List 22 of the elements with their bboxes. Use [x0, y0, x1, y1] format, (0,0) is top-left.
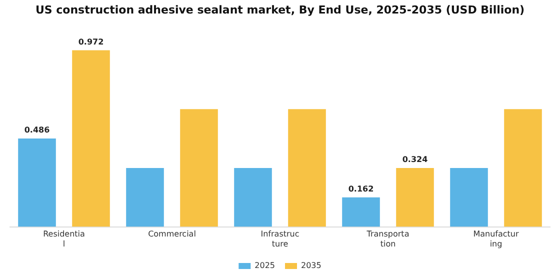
bar — [180, 109, 218, 227]
legend-label: 2035 — [301, 261, 322, 270]
legend-label: 2025 — [254, 261, 275, 270]
x-tick-label: Transportation — [366, 230, 410, 248]
bar — [342, 197, 380, 227]
bar — [288, 109, 326, 227]
x-tick-label: Infrastructure — [260, 230, 300, 248]
x-tick-label: Residential — [43, 230, 86, 248]
x-tick-label: Manufacturing — [473, 230, 520, 248]
x-tick-label: Commercial — [148, 230, 196, 239]
bar — [450, 168, 488, 227]
bar — [18, 138, 56, 227]
bar — [504, 109, 542, 227]
bar — [234, 168, 272, 227]
bar — [126, 168, 164, 227]
bar — [72, 50, 110, 227]
data-label: 0.162 — [348, 184, 374, 194]
bar — [396, 168, 434, 227]
data-label: 0.972 — [78, 37, 104, 46]
chart-title: US construction adhesive sealant market, By End Use, 2025-2035 (USD Billion) — [35, 3, 525, 16]
data-label: 0.486 — [24, 126, 50, 135]
data-label: 0.324 — [402, 155, 428, 164]
